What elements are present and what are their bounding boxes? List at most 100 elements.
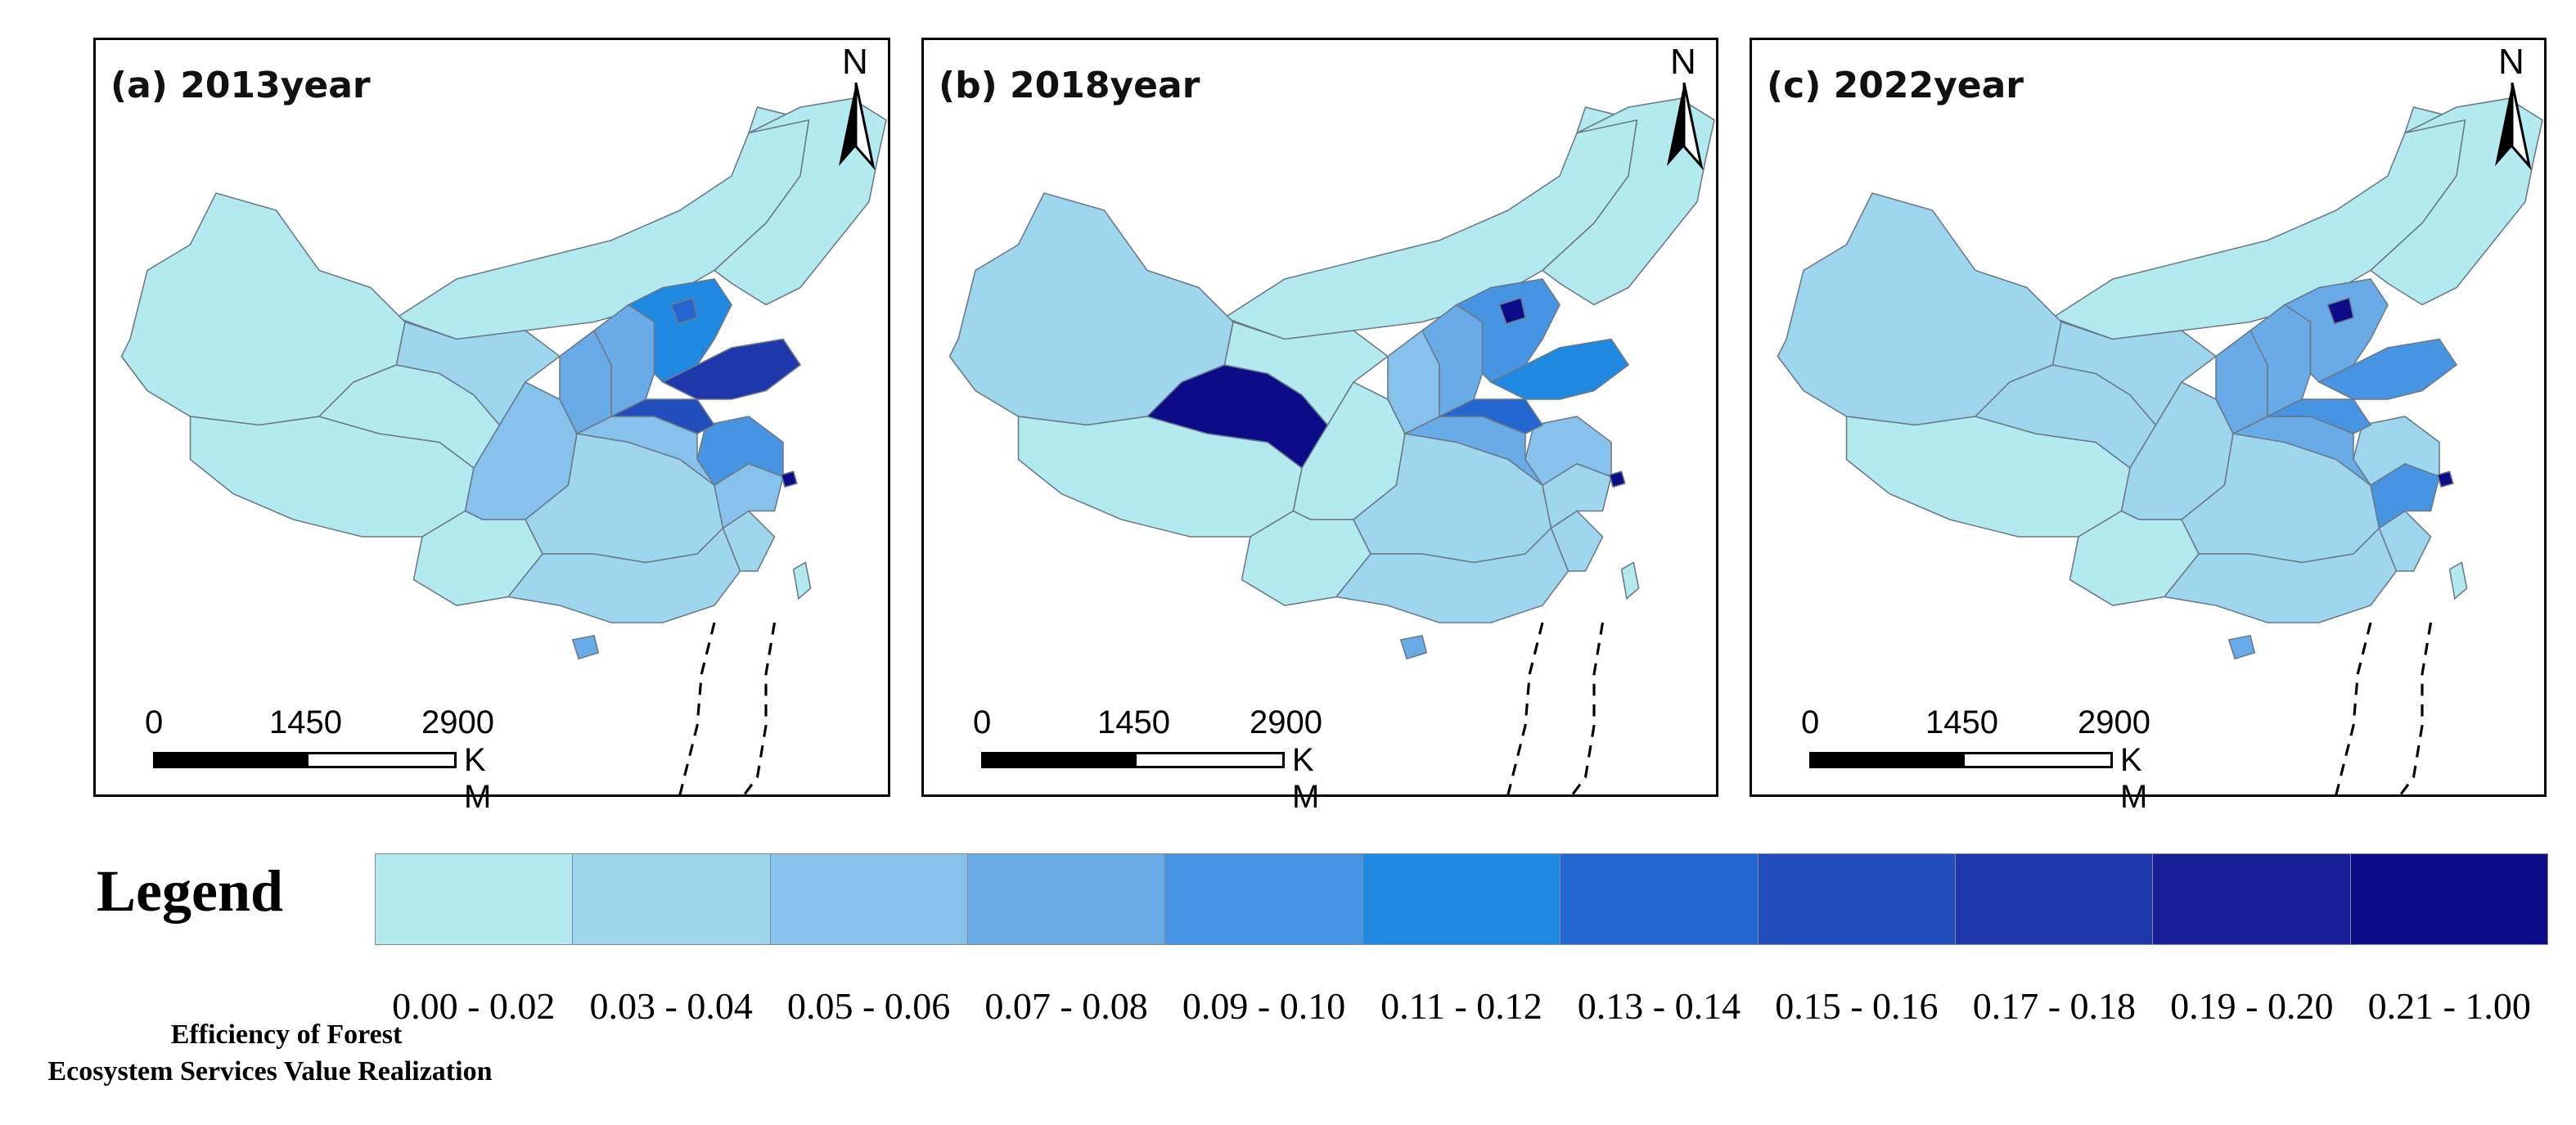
region-shanghai — [2436, 470, 2454, 488]
scale-tick-1: 1450 — [1925, 704, 1998, 740]
region-taiwan — [2448, 561, 2468, 601]
map-panel-c: (c) 2022year N 0 1450 2900 K M — [1750, 38, 2547, 815]
scale-unit: K M — [464, 742, 492, 815]
legend-swatch-9 — [2153, 854, 2351, 944]
scale-segment-black — [1809, 752, 1965, 768]
nine-dash-line — [742, 622, 777, 794]
legend-caption-line1: Efficiency of Forest — [170, 1019, 403, 1050]
legend-swatch-3 — [968, 854, 1166, 944]
legend-color-bar — [375, 853, 2548, 945]
panel-title-c: (c) 2022year — [1767, 65, 2024, 106]
legend-label-4: 0.09 - 0.10 — [1182, 985, 1346, 1027]
region-shandong — [661, 338, 802, 400]
region-henan — [1439, 398, 1544, 434]
region-hebei — [627, 278, 732, 383]
scale-tick-0: 0 — [145, 704, 164, 740]
map-panel-a: (a) 2013year N 0 1450 2900 K M — [93, 38, 890, 815]
nine-dash-line — [1506, 622, 1544, 794]
scale-segment-white — [1962, 752, 2113, 768]
scale-segment-white — [306, 752, 457, 768]
legend-swatch-1 — [573, 854, 771, 944]
legend-label-0: 0.00 - 0.02 — [392, 985, 556, 1027]
legend-label-3: 0.07 - 0.08 — [984, 985, 1148, 1027]
region-inner_mongolia — [1223, 106, 1638, 340]
region-south — [507, 527, 741, 623]
scale-bar: 0 1450 2900 K M — [1798, 704, 2150, 815]
region-gansu — [395, 321, 561, 426]
region-shanghai — [780, 470, 798, 488]
legend-swatch-0 — [376, 854, 574, 944]
legend-label-1: 0.03 - 0.04 — [589, 985, 753, 1027]
legend-swatch-4 — [1165, 854, 1363, 944]
legend-swatch-8 — [1955, 854, 2154, 944]
scale-tick-0: 0 — [1801, 704, 1820, 740]
legend-swatch-7 — [1758, 854, 1956, 944]
map-canvas-a — [120, 97, 887, 794]
region-south — [1335, 527, 1569, 623]
north-arrow-icon: N — [827, 42, 885, 173]
map-canvas-c — [1777, 97, 2543, 794]
region-hainan — [1399, 634, 1428, 660]
north-label: N — [842, 42, 868, 82]
map-canvas-b — [948, 97, 1715, 794]
north-label: N — [1670, 42, 1696, 82]
panel-title-a: (a) 2013year — [110, 65, 371, 106]
region-hainan — [2227, 634, 2256, 660]
north-label: N — [2498, 42, 2524, 82]
nine-dash-line — [678, 622, 716, 794]
scale-segment-black — [981, 752, 1137, 768]
legend-label-5: 0.11 - 0.12 — [1380, 985, 1542, 1027]
region-henan — [610, 398, 716, 434]
region-shanghai — [1608, 470, 1626, 488]
legend-label-7: 0.15 - 0.16 — [1775, 985, 1939, 1027]
region-taiwan — [792, 561, 812, 601]
nine-dash-line — [2334, 622, 2372, 794]
scale-tick-1: 1450 — [1097, 704, 1170, 740]
legend-title: Legend — [97, 858, 284, 924]
region-hebei — [1455, 278, 1560, 383]
legend-caption-line2: Ecosystem Services Value Realization — [47, 1056, 493, 1087]
scale-tick-2: 2900 — [2078, 704, 2150, 740]
region-gansu — [1223, 321, 1389, 426]
scale-tick-1: 1450 — [269, 704, 342, 740]
region-hebei — [2283, 278, 2389, 383]
legend-labels: 0.00 - 0.02 0.03 - 0.04 0.05 - 0.06 0.07 - … — [375, 984, 2548, 1028]
legend-label-8: 0.17 - 0.18 — [1972, 985, 2137, 1027]
region-gansu — [2051, 321, 2218, 426]
scale-segment-white — [1134, 752, 1285, 768]
region-henan — [2267, 398, 2372, 434]
scale-tick-0: 0 — [973, 704, 992, 740]
region-beijing — [2326, 297, 2354, 325]
region-inner_mongolia — [2051, 106, 2466, 340]
nine-dash-line — [1570, 622, 1605, 794]
scale-unit: K M — [2120, 742, 2148, 815]
region-shandong — [2317, 338, 2458, 400]
legend-swatch-5 — [1362, 854, 1561, 944]
map-panel-b: (b) 2018year N 0 1450 2900 K M — [921, 38, 1718, 815]
scale-unit: K M — [1292, 742, 1320, 815]
nine-dash-line — [2398, 622, 2433, 794]
legend-swatch-10 — [2350, 854, 2547, 944]
north-arrow-icon: N — [1655, 42, 1713, 173]
region-hainan — [571, 634, 600, 660]
north-arrow-icon: N — [2484, 42, 2541, 173]
region-south — [2163, 527, 2398, 623]
legend-label-2: 0.05 - 0.06 — [786, 985, 951, 1027]
legend-swatch-2 — [770, 854, 969, 944]
region-inner_mongolia — [394, 106, 810, 340]
scale-tick-2: 2900 — [421, 704, 494, 740]
legend-label-6: 0.13 - 0.14 — [1577, 985, 1741, 1027]
legend-label-9: 0.19 - 0.20 — [2170, 985, 2334, 1027]
legend-caption: Efficiency of Forest Ecosystem Services … — [16, 1016, 524, 1090]
region-taiwan — [1620, 561, 1640, 601]
scale-bar: 0 1450 2900 K M — [142, 704, 494, 815]
region-shandong — [1489, 338, 1630, 400]
scale-bar: 0 1450 2900 K M — [970, 704, 1322, 815]
legend-swatch-6 — [1560, 854, 1759, 944]
scale-tick-2: 2900 — [1250, 704, 1322, 740]
legend-label-10: 0.21 - 1.00 — [2367, 985, 2531, 1027]
region-beijing — [1498, 297, 1526, 325]
region-beijing — [670, 297, 698, 325]
panel-title-b: (b) 2018year — [939, 65, 1200, 106]
scale-segment-black — [153, 752, 308, 768]
